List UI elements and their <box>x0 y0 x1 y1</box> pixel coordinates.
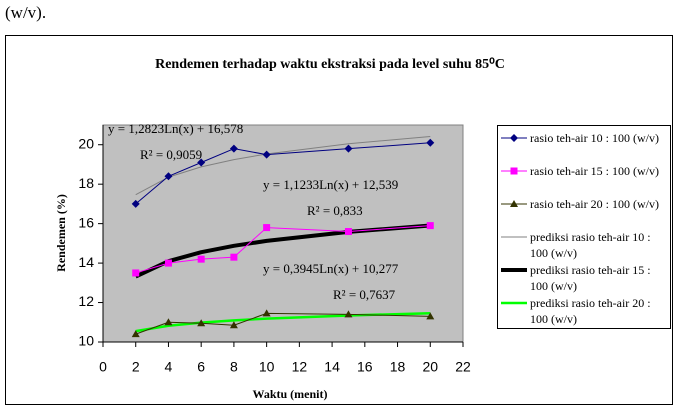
chart-title: Rendemen terhadap waktu ekstraksi pada l… <box>155 57 505 72</box>
legend-symbol <box>501 236 527 238</box>
x-tick-label: 16 <box>357 359 373 375</box>
legend-entry: prediksi rasio teh-air 20 : 100 (w/v) <box>498 295 670 328</box>
marker <box>344 228 352 236</box>
y-tick-label: 10 <box>78 333 94 349</box>
legend-label: rasio teh-air 20 : 100 (w/v) <box>530 197 659 211</box>
marker <box>263 224 271 232</box>
y-tick-label: 16 <box>78 214 94 230</box>
legend-label: rasio teh-air 10 : 100 (w/v) <box>530 131 659 145</box>
marker <box>229 321 238 329</box>
marker <box>510 167 518 175</box>
marker <box>197 158 206 167</box>
legend-label: prediksi rasio teh-air 20 : 100 (w/v) <box>530 296 651 326</box>
marker <box>510 134 518 142</box>
x-tick-label: 6 <box>197 359 205 375</box>
y-tick-label: 12 <box>78 293 94 309</box>
plot-area <box>102 124 464 343</box>
marker <box>164 172 173 181</box>
y-tick-label: 14 <box>78 254 94 270</box>
y-tick-label: 18 <box>78 175 94 191</box>
legend-entry: rasio teh-air 10 : 100 (w/v) <box>498 130 670 163</box>
legend: rasio teh-air 10 : 100 (w/v) rasio teh-ai… <box>497 125 671 329</box>
x-tick-label: 22 <box>455 359 471 375</box>
marker <box>426 312 435 320</box>
legend-symbol <box>501 268 527 272</box>
legend-symbol <box>501 200 527 207</box>
legend-symbol <box>501 167 527 175</box>
x-tick-label: 4 <box>165 359 173 375</box>
x-tick-label: 20 <box>422 359 438 375</box>
trendline-equation: R² = 0,9059 <box>140 147 202 162</box>
legend-symbol <box>501 134 527 142</box>
x-tick-label: 2 <box>132 359 140 375</box>
y-axis-title: Rendemen (%) <box>54 194 68 272</box>
legend-symbol <box>501 301 527 305</box>
x-tick-label: 10 <box>259 359 275 375</box>
marker <box>132 269 140 277</box>
x-axis-title: Waktu (menit) <box>253 387 328 401</box>
preceding-text: (w/v). <box>5 3 46 22</box>
legend-entry: prediksi rasio teh-air 10 : 100 (w/v) <box>498 229 670 262</box>
marker <box>426 222 434 230</box>
legend-label: prediksi rasio teh-air 15 : 100 (w/v) <box>530 263 651 293</box>
marker <box>229 144 238 153</box>
x-tick-label: 0 <box>99 359 107 375</box>
x-tick-label: 12 <box>292 359 308 375</box>
trendline-equation: y = 1,1233Ln(x) + 12,539 <box>263 177 398 192</box>
x-tick-label: 14 <box>324 359 340 375</box>
marker <box>344 144 353 153</box>
marker <box>344 310 353 318</box>
marker <box>230 253 238 261</box>
marker <box>131 330 140 338</box>
x-tick-label: 18 <box>390 359 406 375</box>
marker <box>131 199 140 208</box>
trendline-equation: R² = 0,7637 <box>333 287 396 302</box>
y-tick-label: 20 <box>78 135 94 151</box>
legend-label: prediksi rasio teh-air 10 : 100 (w/v) <box>530 230 651 260</box>
marker <box>262 150 271 159</box>
trendline-equation: R² = 0,833 <box>307 203 363 218</box>
legend-entry: rasio teh-air 20 : 100 (w/v) <box>498 196 670 229</box>
x-tick-label: 8 <box>230 359 238 375</box>
legend-label: rasio teh-air 15 : 100 (w/v) <box>530 164 659 178</box>
marker <box>426 138 435 147</box>
marker <box>510 200 518 207</box>
marker <box>262 309 271 317</box>
marker <box>164 259 172 267</box>
marker <box>164 318 173 326</box>
legend-entry: rasio teh-air 15 : 100 (w/v) <box>498 163 670 196</box>
trendline-equation: y = 1,2823Ln(x) + 16,578 <box>108 121 243 136</box>
marker <box>197 319 206 327</box>
legend-entry: prediksi rasio teh-air 15 : 100 (w/v) <box>498 262 670 295</box>
marker <box>197 255 205 263</box>
trendline-equation: y = 0,3945Ln(x) + 10,277 <box>263 261 399 276</box>
